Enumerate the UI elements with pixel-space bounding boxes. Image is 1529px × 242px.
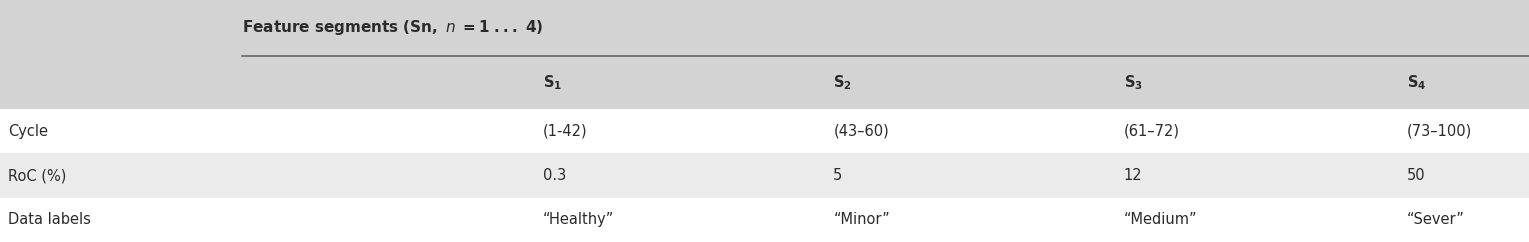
Text: Data labels: Data labels [8, 212, 90, 227]
Text: “Sever”: “Sever” [1407, 212, 1465, 227]
Text: (61–72): (61–72) [1124, 124, 1180, 139]
Bar [0, 56, 1529, 109]
Text: (1-42): (1-42) [543, 124, 587, 139]
Bar [0, 0, 1529, 56]
Text: 12: 12 [1124, 168, 1142, 183]
Bar [0, 109, 1529, 153]
Bar [0, 198, 1529, 242]
Text: 0.3: 0.3 [543, 168, 566, 183]
Bar [0, 153, 1529, 198]
Text: $\mathbf{S_4}$: $\mathbf{S_4}$ [1407, 73, 1427, 92]
Text: (73–100): (73–100) [1407, 124, 1472, 139]
Text: Cycle: Cycle [8, 124, 47, 139]
Text: (43–60): (43–60) [833, 124, 888, 139]
Text: $\mathbf{S_2}$: $\mathbf{S_2}$ [833, 73, 852, 92]
Text: “Healthy”: “Healthy” [543, 212, 615, 227]
Text: $\mathbf{S_1}$: $\mathbf{S_1}$ [543, 73, 563, 92]
Text: 5: 5 [833, 168, 842, 183]
Text: “Medium”: “Medium” [1124, 212, 1197, 227]
Text: $\bf{Feature\ segments\ (Sn,}$ $n$ $\bf{= 1\ ...\ 4)}$: $\bf{Feature\ segments\ (Sn,}$ $n$ $\bf{… [242, 18, 543, 38]
Text: RoC (%): RoC (%) [8, 168, 66, 183]
Text: “Minor”: “Minor” [833, 212, 890, 227]
Text: 50: 50 [1407, 168, 1425, 183]
Text: $\mathbf{S_3}$: $\mathbf{S_3}$ [1124, 73, 1142, 92]
